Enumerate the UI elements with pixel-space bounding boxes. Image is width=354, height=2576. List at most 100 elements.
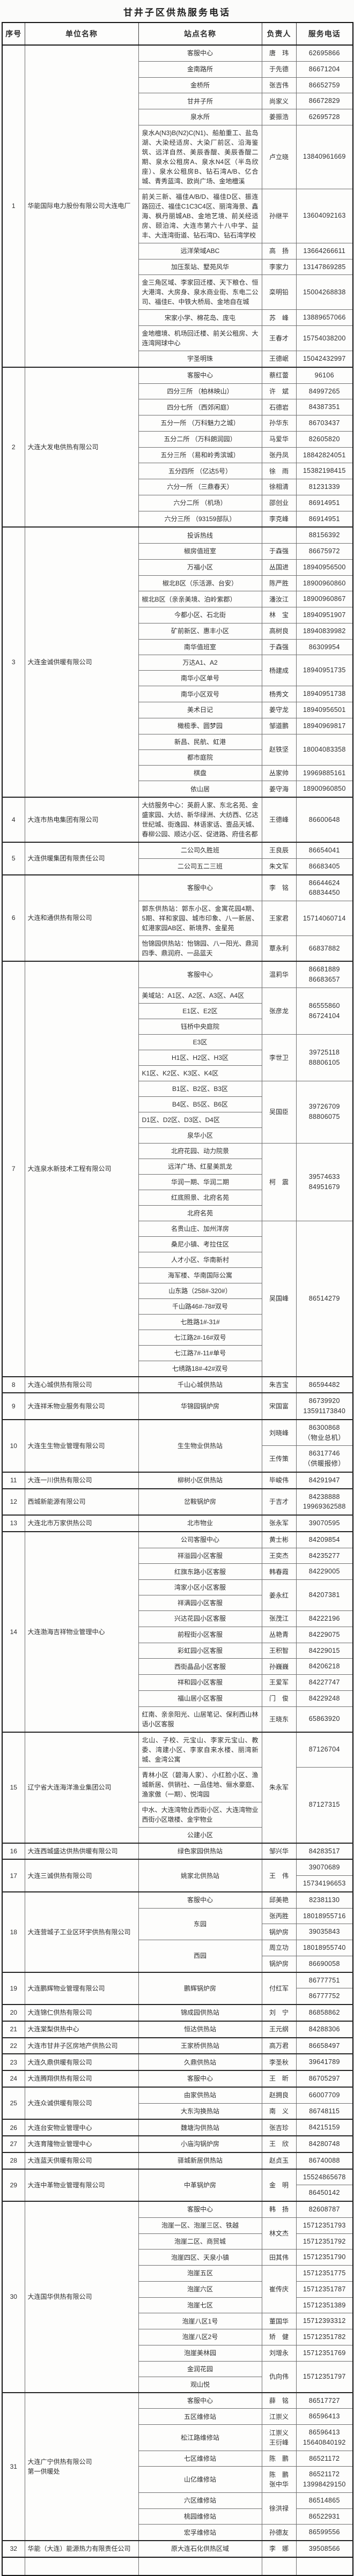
seq-cell: 3 bbox=[2, 526, 25, 798]
station-cell: 祥和园小区客服 bbox=[138, 1674, 262, 1691]
person-cell: 高树良 bbox=[261, 622, 297, 640]
company-cell: 大连广宁供热有限公司 第一供暖处 bbox=[24, 2392, 139, 2541]
seq-cell: 30 bbox=[2, 2201, 25, 2393]
station-cell: 客服中心 bbox=[138, 2200, 262, 2218]
table-row: 泉水所 姜振浩 62695728 bbox=[2, 109, 353, 125]
seq-cell: 25 bbox=[2, 2086, 25, 2120]
person-cell: 薛 铭 bbox=[261, 2392, 297, 2409]
phone-cell: 86681889 86683657 bbox=[296, 961, 353, 988]
station-cell: 华润一期、华润二期 bbox=[138, 1174, 262, 1190]
company-cell: 大连市热电集团有限公司 bbox=[24, 797, 139, 843]
phone-cell: 39725118 88806105 bbox=[296, 1034, 353, 1081]
station-cell: 由家供热站 bbox=[138, 2086, 262, 2104]
person-cell: 王 昕 bbox=[261, 2070, 297, 2088]
table-row: 6 大连和通供热有限公司 客服中心李 铭 86644624 68834450 bbox=[2, 874, 353, 962]
table-header: 序号 单位名称 站点名称 负责人 服务电话 bbox=[2, 22, 353, 46]
person-cell: 陈 鹏 bbox=[261, 2450, 297, 2467]
station-cell: 椒房值班室 bbox=[138, 543, 262, 560]
station-cell: 大东沟换热站 bbox=[138, 2103, 262, 2120]
person-cell: 韩春霞 bbox=[261, 1563, 297, 1580]
seq-cell: 9 bbox=[2, 1392, 25, 1420]
station-cell: 泡崖七区 bbox=[138, 2297, 262, 2314]
person-cell: 张丹凤 bbox=[261, 447, 297, 464]
station-cell: 北府花园、动力院景 bbox=[138, 1142, 262, 1159]
phone-cell: 15382198415 bbox=[296, 463, 353, 479]
station-cell: 依山居 bbox=[138, 781, 262, 798]
station-cell: 松江路维修站 bbox=[138, 2424, 262, 2451]
table-row: 郭东供热站：郭东小区、金寓花园4期、5期、祥和家园、城市印象、八一新居、虹港家园… bbox=[2, 901, 353, 936]
seq-cell: 7 bbox=[2, 961, 25, 1377]
table-row: 泉水A(N3)B(N2)C(N1)、船舶重工、盐岛湖、大染经适房、大染厂前区、沿… bbox=[2, 124, 353, 189]
person-cell: 王德峰 bbox=[261, 797, 297, 843]
person-cell: 于先德 bbox=[261, 61, 297, 78]
station-cell: 泡崖八区2号 bbox=[138, 2329, 262, 2345]
empty-cell bbox=[2, 2556, 25, 2576]
person-cell: 王元纲 bbox=[261, 2020, 297, 2038]
phone-cell: 84229005 bbox=[296, 1563, 353, 1580]
seq-cell: 13 bbox=[2, 1515, 25, 1532]
table-row: 公建小区 bbox=[2, 1827, 353, 1843]
phone-cell: 86600648 bbox=[296, 797, 353, 843]
person-cell: 张彦龙 bbox=[261, 987, 297, 1035]
table-row: 28 大连蓝天供暖有限公司 驿城新居供热站 赵贞玉 86740088 bbox=[2, 2151, 353, 2169]
table-row: 依山居 姜守海 18900960850 bbox=[2, 781, 353, 798]
seq-cell: 29 bbox=[2, 2168, 25, 2202]
person-cell: 丛艳青 bbox=[261, 1626, 297, 1643]
station-cell: 南华值班室 bbox=[138, 639, 262, 656]
table-row: 矿前新区、惠丰小区 高树良 18940839982 bbox=[2, 622, 353, 640]
phone-cell: 65863920 bbox=[296, 1706, 353, 1732]
company-cell: 大连祥禾物业服务有限公司 bbox=[24, 1392, 139, 1420]
phone-cell: 82608787 bbox=[296, 2200, 353, 2218]
station-cell: 公司客服中心 bbox=[138, 1531, 262, 1548]
phone-cell: 13604092163 bbox=[296, 188, 353, 243]
company-cell: 大连营城子工业区环宇供热有限公司 bbox=[24, 1891, 139, 1972]
table-row: 怡锦园供热站：怡锦园、八一阳光、鼎润四季、鼎润府、一品蓝天 覃永利 66837882 bbox=[2, 936, 353, 962]
phone-cell: 86514279 bbox=[296, 1220, 353, 1377]
station-cell: 泡崖四区、天泉小镇 bbox=[138, 2249, 262, 2266]
person-cell: 丛国进 bbox=[261, 559, 297, 576]
phone-cell: 86517727 bbox=[296, 2392, 353, 2409]
station-cell: 山东路（258#-320#） bbox=[138, 1282, 262, 1299]
person-cell bbox=[261, 526, 297, 544]
phone-cell: 87126704 bbox=[296, 1731, 353, 1768]
person-cell: 苏 峰 bbox=[261, 309, 297, 326]
station-cell: 投诉热线 bbox=[138, 526, 262, 544]
company-cell: 大连久鼎供暖有限公司 bbox=[24, 2053, 139, 2071]
person-cell: 江崇义 bbox=[261, 2408, 297, 2425]
table-row: 新昌、民航、虹港 赵铁坚 18004083358 bbox=[2, 733, 353, 766]
person-cell: 门 俊 bbox=[261, 1690, 297, 1707]
person-cell: 柯 震 bbox=[261, 1142, 297, 1221]
person-cell: 董国华 bbox=[261, 2313, 297, 2329]
phone-cell: 15712351782 bbox=[296, 2329, 353, 2345]
table-row: 椒北B区（亲亲美境、泊岭紫郡） 潘汝江 18900960867 bbox=[2, 591, 353, 607]
table-row: 12 西城新能源有限公司 岔鞍锅炉房 于吉才 84238888 19969362588 bbox=[2, 1488, 353, 1516]
table-row: 彩虹园小区客服 王积智 84229015 bbox=[2, 1642, 353, 1659]
table-row: 14 大连渤海吉祥物业管理中心 公司客服中心 黄士彬 84209854 bbox=[2, 1531, 353, 1732]
station-cell: 南华小区双号 bbox=[138, 686, 262, 702]
company-cell: 大连渤海吉祥物业管理中心 bbox=[24, 1531, 139, 1732]
station-cell: 四分三所 （柏林映山） bbox=[138, 383, 262, 400]
person-cell: 付红军 bbox=[261, 1971, 297, 2005]
phone-cell: 86914951 bbox=[296, 510, 353, 528]
phone-cell: 84280748 bbox=[296, 2135, 353, 2153]
station-cell: 泡崖八区1号 bbox=[138, 2313, 262, 2329]
station-cell: E1区、E2区 bbox=[138, 1003, 262, 1019]
table-row: 西园 周立功 18018955740 bbox=[2, 1940, 353, 1972]
table-row: 16 大连西城盛达供热供暖有限公司 绿色家园供热站 邹兴华 84283517 bbox=[2, 1842, 353, 1860]
station-cell: 七绣路18#-42#双号 bbox=[138, 1360, 262, 1377]
person-cell: 马爱华 bbox=[261, 430, 297, 448]
person-cell: 杨建成 bbox=[261, 655, 297, 687]
station-cell: 福山居小区客服 bbox=[138, 1690, 262, 1707]
phone-cell: 84997265 bbox=[296, 383, 353, 400]
seq-cell: 18 bbox=[2, 1891, 25, 1972]
phone-cell: 84238888 19969362588 bbox=[296, 1488, 353, 1516]
phone-cell: 15712351797 bbox=[296, 2360, 353, 2393]
table-row: 17 大连三诚供热有限公司 姚家北供热站王 伟 39070689 bbox=[2, 1859, 353, 1892]
person-cell: 邹道鹏 bbox=[261, 717, 297, 734]
station-cell: 甘井子所 bbox=[138, 93, 262, 109]
station-cell: 前关三新、福佳A/B/D、福佳D区、振连路回迁、福佳C1C3C4区、丽湾海景、鑫… bbox=[138, 188, 262, 243]
phone-cell: 15712351769 bbox=[296, 2344, 353, 2362]
table-row: 15734196653 bbox=[2, 1875, 353, 1892]
table-row: 31 大连广宁供热有限公司 第一供暖处 客服中心薛 铭 86517727 bbox=[2, 2392, 353, 2541]
